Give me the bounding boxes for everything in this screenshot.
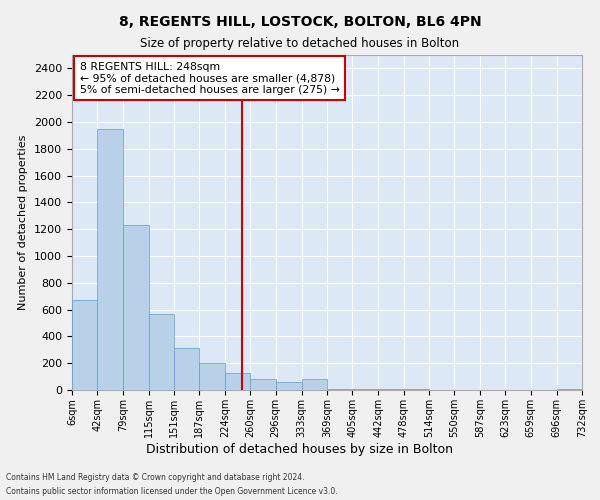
Bar	[557, 388, 582, 390]
Bar	[123, 225, 149, 390]
Text: Distribution of detached houses by size in Bolton: Distribution of detached houses by size …	[146, 442, 454, 456]
Text: 8, REGENTS HILL, LOSTOCK, BOLTON, BL6 4PN: 8, REGENTS HILL, LOSTOCK, BOLTON, BL6 4P…	[119, 15, 481, 29]
Bar	[199, 363, 225, 390]
Bar	[404, 388, 429, 390]
Bar	[327, 388, 352, 390]
Text: Contains HM Land Registry data © Crown copyright and database right 2024.: Contains HM Land Registry data © Crown c…	[6, 472, 305, 482]
Bar	[250, 380, 276, 390]
Bar	[174, 348, 199, 390]
Bar	[97, 128, 123, 390]
Text: 8 REGENTS HILL: 248sqm
← 95% of detached houses are smaller (4,878)
5% of semi-d: 8 REGENTS HILL: 248sqm ← 95% of detached…	[80, 62, 340, 95]
Bar	[149, 314, 174, 390]
Bar	[378, 388, 404, 390]
Bar	[72, 300, 97, 390]
Bar	[302, 380, 327, 390]
Text: Size of property relative to detached houses in Bolton: Size of property relative to detached ho…	[140, 38, 460, 51]
Y-axis label: Number of detached properties: Number of detached properties	[19, 135, 28, 310]
Bar	[352, 388, 378, 390]
Text: Contains public sector information licensed under the Open Government Licence v3: Contains public sector information licen…	[6, 488, 338, 496]
Bar	[225, 372, 250, 390]
Bar	[276, 382, 302, 390]
